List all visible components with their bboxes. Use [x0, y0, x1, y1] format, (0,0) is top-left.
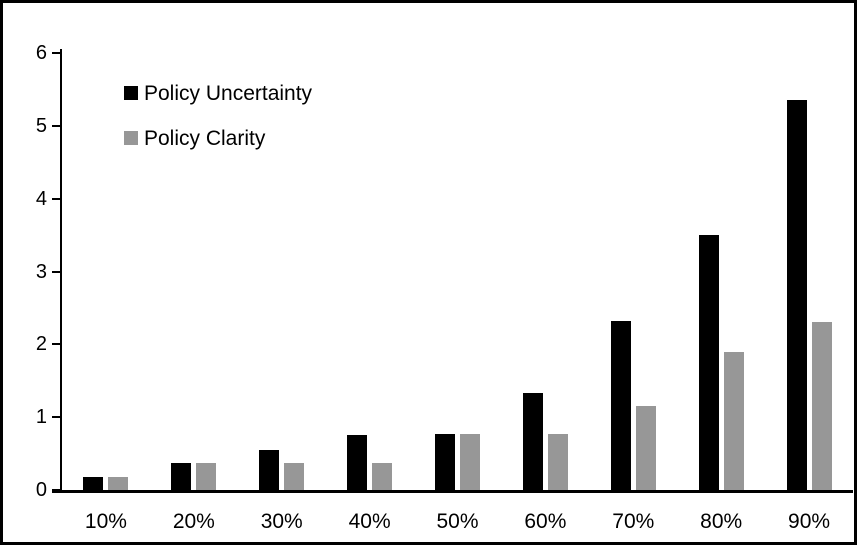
- y-axis: [60, 49, 62, 492]
- bar-policy-uncertainty-50-: [435, 433, 455, 490]
- legend-label-policy-uncertainty: Policy Uncertainty: [144, 81, 313, 105]
- x-label-20-: 20%: [172, 510, 215, 533]
- y-tick-label-5: 5: [35, 114, 47, 137]
- y-tick-label-0: 0: [35, 479, 47, 501]
- x-label-30-: 30%: [260, 510, 303, 533]
- bar-group-90-: [765, 53, 853, 490]
- y-tick-1: [52, 416, 60, 419]
- bar-policy-clarity-50-: [460, 433, 480, 490]
- bar-policy-clarity-30-: [284, 463, 305, 490]
- y-tick-4: [52, 197, 60, 200]
- bar-policy-clarity-40-: [372, 463, 393, 490]
- bar-policy-uncertainty-70-: [610, 321, 631, 490]
- bar-policy-clarity-90-: [811, 322, 832, 490]
- y-tick-label-3: 3: [35, 260, 47, 283]
- bar-group-60-: [501, 53, 589, 490]
- bar-policy-uncertainty-20-: [171, 463, 192, 490]
- y-tick-label-1: 1: [35, 406, 47, 429]
- legend-item-policy-uncertainty: Policy Uncertainty: [124, 82, 312, 104]
- x-axis: [52, 490, 853, 493]
- y-tick-label-4: 4: [35, 187, 47, 210]
- bar-group-20-: [150, 53, 238, 490]
- bar-policy-uncertainty-80-: [698, 235, 719, 490]
- plot-area: [62, 53, 853, 490]
- x-axis-labels: 10% 20% 30% 40% 50% 60% 70% 80% 90%: [62, 510, 853, 534]
- legend-item-policy-clarity: Policy Clarity: [124, 127, 312, 149]
- bar-group-70-: [589, 53, 677, 490]
- y-tick-6: [52, 52, 60, 54]
- x-label-80-: 80%: [700, 510, 743, 533]
- x-label-90-: 90%: [788, 510, 831, 533]
- y-tick-label-2: 2: [35, 333, 47, 356]
- x-label-70-: 70%: [612, 510, 655, 533]
- bar-group-30-: [238, 53, 326, 490]
- x-label-40-: 40%: [348, 510, 391, 533]
- legend-swatch-policy-uncertainty-icon: [124, 86, 138, 100]
- x-label-10-: 10%: [84, 510, 127, 533]
- bar-group-50-: [414, 53, 502, 490]
- legend: Policy Uncertainty Policy Clarity: [124, 82, 312, 172]
- y-tick-5: [52, 124, 60, 127]
- bar-group-80-: [677, 53, 765, 490]
- bar-policy-clarity-60-: [547, 433, 568, 490]
- y-tick-label-6: 6: [35, 42, 47, 64]
- y-tick-0: [52, 489, 60, 491]
- bar-policy-clarity-20-: [196, 463, 217, 490]
- bar-policy-clarity-70-: [635, 406, 656, 490]
- bar-group-10-: [62, 53, 150, 490]
- bar-policy-uncertainty-30-: [259, 449, 280, 490]
- bar-policy-uncertainty-90-: [786, 100, 807, 490]
- y-tick-3: [52, 270, 60, 273]
- bar-policy-clarity-80-: [723, 351, 744, 490]
- bar-policy-clarity-10-: [108, 476, 129, 490]
- bar-policy-uncertainty-60-: [522, 393, 543, 490]
- bar-policy-uncertainty-40-: [347, 435, 368, 490]
- x-label-60-: 60%: [524, 510, 567, 533]
- legend-swatch-policy-clarity-icon: [124, 131, 138, 145]
- x-label-50-: 50%: [436, 510, 479, 533]
- bar-policy-uncertainty-10-: [83, 476, 104, 490]
- y-tick-2: [52, 343, 60, 346]
- legend-label-policy-clarity: Policy Clarity: [144, 126, 266, 150]
- bar-group-40-: [326, 53, 414, 490]
